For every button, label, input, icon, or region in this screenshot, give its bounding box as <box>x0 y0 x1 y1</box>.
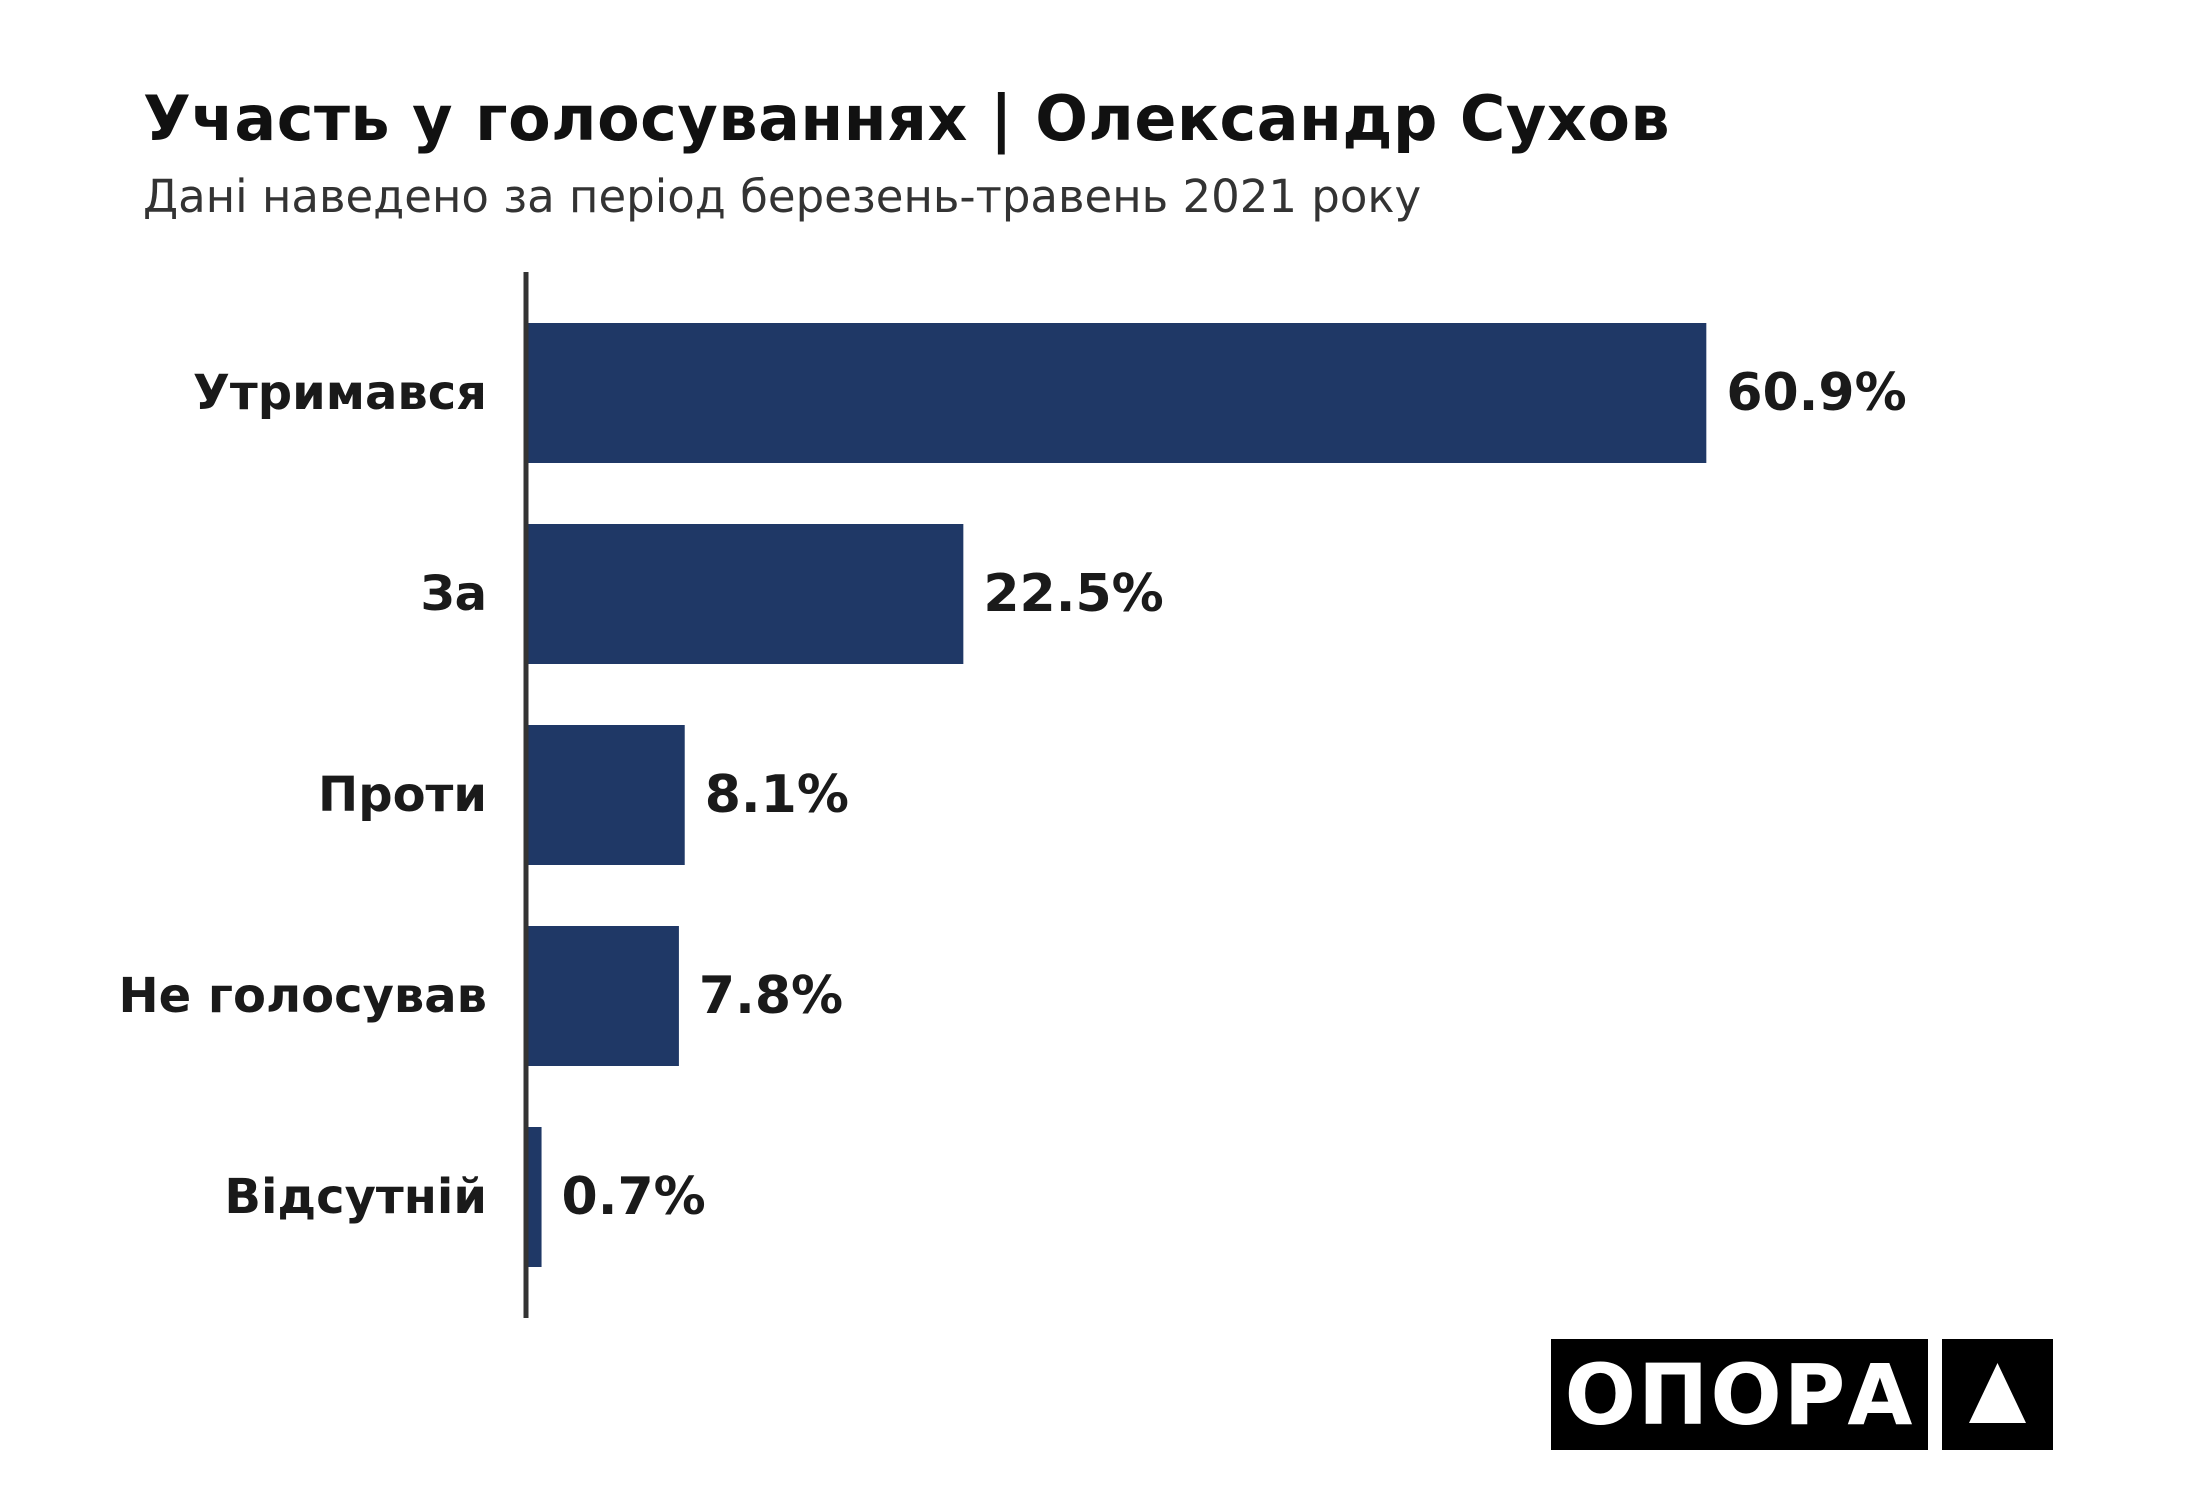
chart-subtitle: Дані наведено за період березень-травень… <box>143 170 1422 223</box>
bar-5 <box>528 1127 542 1267</box>
bars-layer: Утримався 60.9% За 22.5% Проти 8.1% Не голосув… <box>118 323 1907 1267</box>
category-label: Не голосував <box>118 968 487 1024</box>
opora-logo-text: ОПОРА <box>1551 1339 1928 1450</box>
category-label: Відсутній <box>224 1169 487 1225</box>
category-label: Проти <box>318 767 487 823</box>
value-label: 0.7% <box>562 1167 706 1227</box>
chart-title: Участь у голосуваннях | Олександр Сухов <box>143 82 1671 155</box>
category-label: Утримався <box>193 365 487 421</box>
value-label: 22.5% <box>983 564 1163 624</box>
value-label: 60.9% <box>1726 363 1906 423</box>
triangle-logo-icon <box>1942 1339 2053 1450</box>
category-label: За <box>421 566 488 622</box>
value-label: 7.8% <box>699 966 843 1026</box>
value-label: 8.1% <box>705 765 849 825</box>
bar-3 <box>528 725 685 865</box>
bar-2 <box>528 524 964 664</box>
bar-1 <box>528 323 1707 463</box>
triangle-logo-icon-shape <box>1969 1363 2026 1423</box>
bar-4 <box>528 926 679 1066</box>
